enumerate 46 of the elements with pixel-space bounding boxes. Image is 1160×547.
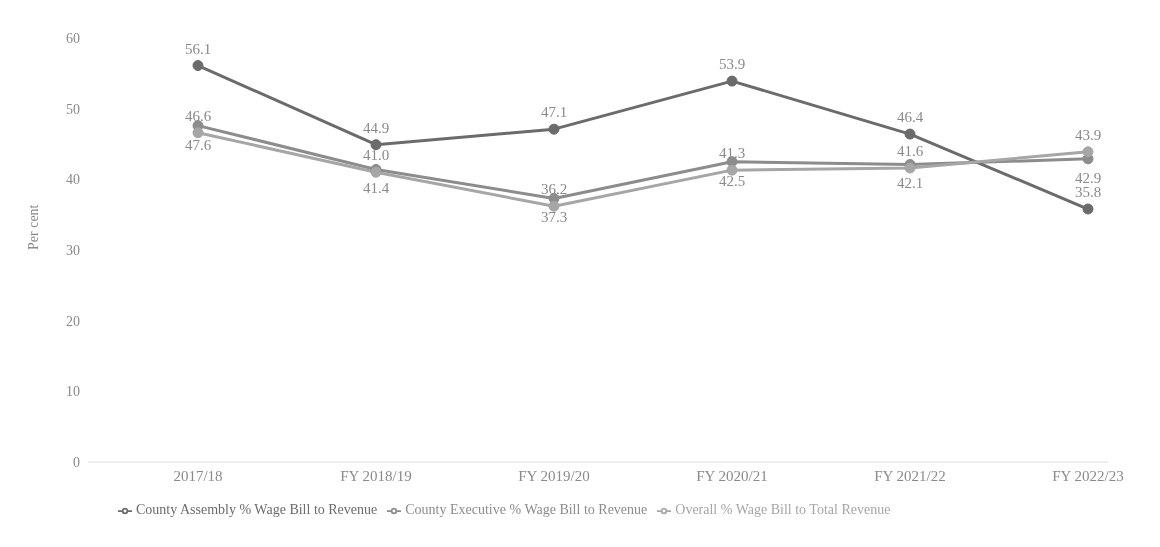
point bbox=[904, 128, 916, 140]
data-label: 42.9 bbox=[1074, 169, 1102, 186]
data-label: 35.8 bbox=[1074, 184, 1102, 201]
data-label: 42.1 bbox=[896, 175, 924, 192]
data-label: 36.2 bbox=[540, 181, 568, 198]
y-tick-label: 30 bbox=[66, 242, 80, 258]
x-tick-label: FY 2019/20 bbox=[518, 467, 590, 484]
point bbox=[1082, 146, 1094, 158]
data-label: 41.3 bbox=[718, 145, 746, 162]
data-label: 41.4 bbox=[362, 180, 390, 197]
data-label: 41.0 bbox=[362, 147, 390, 164]
y-axis-title: Per cent bbox=[25, 204, 41, 250]
x-tick-label: FY 2020/21 bbox=[696, 467, 768, 484]
data-label: 56.1 bbox=[184, 40, 212, 57]
data-label: 44.9 bbox=[362, 119, 390, 136]
y-tick-label: 40 bbox=[66, 172, 80, 188]
y-tick-label: 50 bbox=[66, 101, 80, 117]
data-label: 47.6 bbox=[184, 136, 212, 153]
legend-label: County Assembly % Wage Bill to Revenue bbox=[136, 502, 378, 517]
y-tick-label: 0 bbox=[73, 454, 80, 470]
x-tick-label: FY 2022/23 bbox=[1052, 467, 1124, 484]
data-label: 47.1 bbox=[540, 104, 568, 121]
point bbox=[1082, 203, 1094, 215]
data-label: 46.4 bbox=[896, 109, 924, 126]
data-label: 41.6 bbox=[896, 143, 924, 160]
legend-label: County Executive % Wage Bill to Revenue bbox=[405, 502, 648, 517]
x-tick-label: FY 2021/22 bbox=[874, 467, 946, 484]
data-label: 37.3 bbox=[540, 209, 568, 226]
point bbox=[548, 123, 560, 135]
y-tick-label: 20 bbox=[66, 313, 80, 329]
point bbox=[192, 60, 204, 72]
x-tick-label: 2017/18 bbox=[173, 467, 223, 484]
data-label: 43.9 bbox=[1074, 126, 1102, 143]
point bbox=[726, 75, 738, 87]
y-tick-label: 60 bbox=[66, 30, 80, 46]
point bbox=[192, 127, 204, 139]
data-label: 46.6 bbox=[184, 107, 212, 124]
point bbox=[548, 200, 560, 212]
data-label: 53.9 bbox=[718, 56, 746, 73]
point bbox=[726, 164, 738, 176]
data-label: 42.5 bbox=[718, 172, 746, 189]
legend-label: Overall % Wage Bill to Total Revenue bbox=[675, 502, 891, 517]
point bbox=[904, 162, 916, 174]
y-tick-label: 10 bbox=[66, 384, 80, 400]
point bbox=[370, 139, 382, 151]
x-tick-label: FY 2018/19 bbox=[340, 467, 412, 484]
